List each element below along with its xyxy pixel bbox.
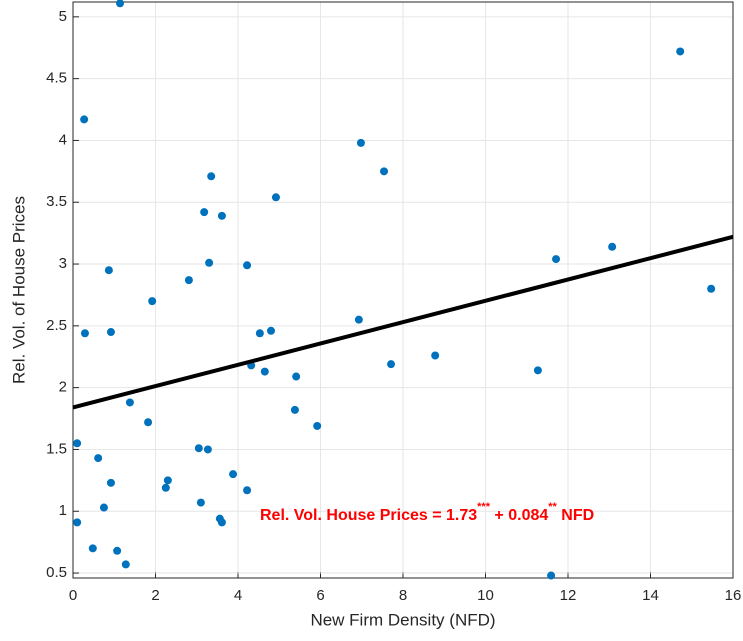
point	[207, 172, 216, 181]
point	[354, 315, 363, 324]
point	[431, 351, 440, 360]
point	[356, 138, 365, 147]
y-tick-label: 2	[59, 379, 67, 396]
y-tick-label: 1	[59, 502, 67, 519]
y-tick-label: 0.5	[46, 564, 67, 581]
point	[161, 483, 170, 492]
point	[608, 242, 617, 251]
point	[194, 444, 203, 453]
point	[104, 266, 113, 275]
annotation: Rel. Vol. House Prices = 1.73*** + 0.084…	[260, 501, 594, 524]
point	[88, 544, 97, 553]
annotation-text: NFD	[557, 507, 594, 524]
point	[552, 255, 561, 264]
point	[80, 115, 89, 124]
point	[547, 571, 556, 580]
point	[203, 445, 212, 454]
point	[106, 478, 115, 487]
point	[243, 261, 252, 270]
point	[113, 546, 122, 555]
point	[260, 367, 269, 376]
y-tick-label: 3.5	[46, 193, 67, 210]
point	[229, 470, 238, 479]
x-tick-label: 14	[642, 587, 659, 604]
plot-frame	[72, 1, 734, 579]
point	[533, 366, 542, 375]
point	[99, 503, 108, 512]
point	[707, 284, 716, 293]
x-tick-label: 0	[69, 587, 77, 604]
y-axis-label: Rel. Vol. of House Prices	[9, 196, 28, 384]
point	[271, 193, 280, 202]
point	[217, 211, 226, 220]
x-tick-label: 12	[560, 587, 577, 604]
y-tick-label: 2.5	[46, 317, 67, 334]
annotation-superscript: **	[548, 501, 557, 513]
point	[205, 258, 214, 267]
point	[267, 326, 275, 335]
point	[387, 360, 396, 369]
x-tick-label: 6	[316, 587, 324, 604]
point	[125, 398, 134, 407]
annotation-text: Rel. Vol. House Prices = 1.73	[260, 507, 477, 524]
annotation-text: + 0.084	[490, 507, 548, 524]
y-tick-label: 5	[59, 8, 67, 25]
x-tick-label: 10	[477, 587, 494, 604]
annotation-superscript: ***	[477, 501, 491, 513]
point	[73, 439, 82, 448]
point	[196, 498, 205, 507]
point	[144, 418, 153, 427]
point	[290, 405, 299, 414]
point	[380, 167, 389, 176]
x-tick-label: 16	[725, 587, 742, 604]
y-tick-label: 3	[59, 255, 67, 272]
point	[243, 486, 252, 495]
point	[121, 560, 130, 569]
fit-line	[72, 234, 734, 410]
point	[292, 372, 301, 381]
y-tick-label: 4	[59, 131, 67, 148]
point	[80, 329, 89, 338]
point	[255, 329, 264, 338]
x-tick-label: 2	[151, 587, 159, 604]
point	[676, 47, 685, 56]
point	[148, 297, 157, 306]
point	[116, 0, 125, 8]
point	[313, 421, 322, 430]
point	[94, 454, 103, 463]
point	[73, 518, 82, 527]
point	[163, 476, 172, 485]
x-tick-label: 8	[399, 587, 407, 604]
point	[200, 208, 209, 217]
point	[217, 518, 226, 527]
y-tick-label: 4.5	[46, 70, 67, 87]
point	[106, 328, 115, 337]
point	[184, 276, 193, 285]
x-axis-label: New Firm Density (NFD)	[310, 610, 495, 629]
x-tick-label: 4	[234, 587, 242, 604]
y-tick-label: 1.5	[46, 440, 67, 457]
